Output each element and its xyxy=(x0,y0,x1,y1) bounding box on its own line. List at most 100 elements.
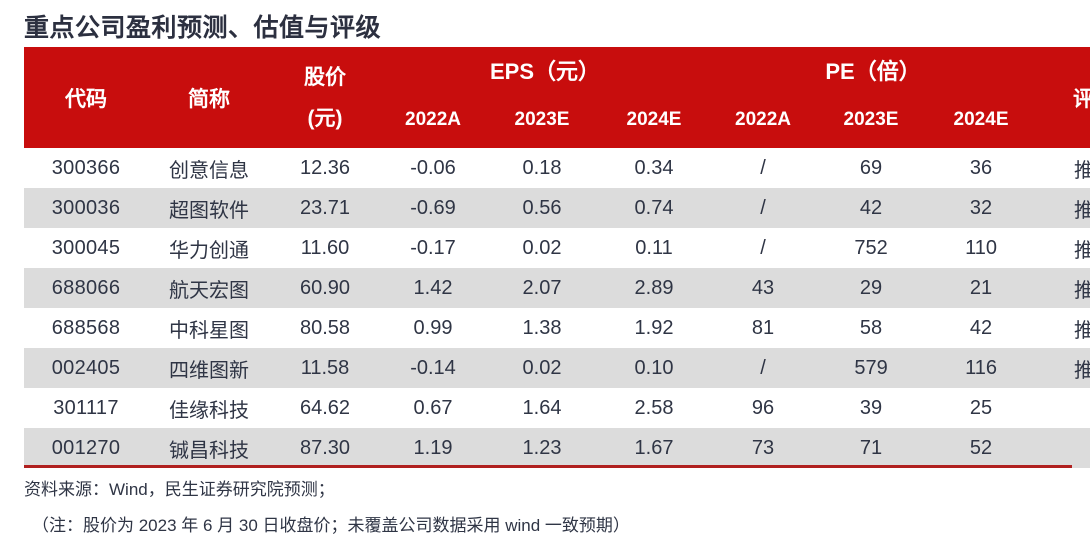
cell-pe-2023e: 58 xyxy=(816,308,927,348)
cell-price: 64.62 xyxy=(270,388,380,428)
cell-pe-2024e: 25 xyxy=(926,388,1037,428)
cell-price: 12.36 xyxy=(270,148,380,188)
header-row-sub: 2022A 2023E 2024E 2022A 2023E 2024E xyxy=(24,92,1090,148)
cell-eps-2022a: 0.67 xyxy=(380,388,486,428)
cell-rating: 推荐 xyxy=(1036,148,1090,188)
col-group-header-pe: PE（倍） xyxy=(710,47,1037,92)
table-bottom-rule xyxy=(24,465,1072,468)
table-body: 300366创意信息12.36-0.060.180.34/6936推荐30003… xyxy=(24,148,1090,468)
col-header-price-line2: (元) xyxy=(307,106,343,130)
col-header-pe-2023e[interactable]: 2023E xyxy=(816,92,927,148)
cell-eps-2022a: -0.17 xyxy=(380,228,486,268)
col-header-name[interactable]: 简称 xyxy=(148,47,270,148)
cell-eps-2023e: 1.23 xyxy=(486,428,598,468)
col-header-eps-2022a[interactable]: 2022A xyxy=(380,92,486,148)
cell-code: 002405 xyxy=(24,348,148,388)
cell-eps-2023e: 0.56 xyxy=(486,188,598,228)
cell-name: 华力创通 xyxy=(148,228,270,268)
cell-pe-2023e: 579 xyxy=(816,348,927,388)
col-header-eps-2024e[interactable]: 2024E xyxy=(598,92,711,148)
cell-pe-2024e: 32 xyxy=(926,188,1037,228)
cell-eps-2024e: 0.34 xyxy=(598,148,711,188)
cell-pe-2022a: / xyxy=(710,148,817,188)
cell-pe-2022a: / xyxy=(710,188,817,228)
col-header-rating[interactable]: 评级 xyxy=(1036,47,1090,148)
cell-pe-2022a: / xyxy=(710,228,817,268)
forecast-table: 代码 简称 股价 (元) EPS（元） PE（倍） 评级 2022A 2023E xyxy=(24,47,1090,468)
cell-rating: 推荐 xyxy=(1036,228,1090,268)
cell-eps-2023e: 0.02 xyxy=(486,228,598,268)
col-header-pe-2024e[interactable]: 2024E xyxy=(926,92,1037,148)
cell-rating: 推荐 xyxy=(1036,188,1090,228)
cell-rating: - xyxy=(1036,388,1090,428)
col-header-code[interactable]: 代码 xyxy=(24,47,148,148)
cell-eps-2022a: 1.19 xyxy=(380,428,486,468)
cell-pe-2024e: 42 xyxy=(926,308,1037,348)
cell-pe-2024e: 36 xyxy=(926,148,1037,188)
cell-pe-2023e: 39 xyxy=(816,388,927,428)
cell-eps-2024e: 0.74 xyxy=(598,188,711,228)
cell-name: 中科星图 xyxy=(148,308,270,348)
cell-code: 300045 xyxy=(24,228,148,268)
cell-rating: 推荐 xyxy=(1036,348,1090,388)
cell-pe-2022a: 96 xyxy=(710,388,817,428)
col-header-pe-2022a[interactable]: 2022A xyxy=(710,92,817,148)
cell-eps-2024e: 1.67 xyxy=(598,428,711,468)
cell-code: 001270 xyxy=(24,428,148,468)
table-header: 代码 简称 股价 (元) EPS（元） PE（倍） 评级 2022A 2023E xyxy=(24,47,1090,148)
cell-price: 11.58 xyxy=(270,348,380,388)
cell-name: 航天宏图 xyxy=(148,268,270,308)
source-note: 资料来源：Wind，民生证券研究院预测； xyxy=(24,480,335,499)
page-title: 重点公司盈利预测、估值与评级 xyxy=(24,14,382,42)
cell-eps-2024e: 1.92 xyxy=(598,308,711,348)
cell-pe-2023e: 69 xyxy=(816,148,927,188)
remark-note: （注：股价为 2023 年 6 月 30 日收盘价；未覆盖公司数据采用 wind… xyxy=(32,516,630,535)
cell-code: 301117 xyxy=(24,388,148,428)
col-header-price[interactable]: 股价 (元) xyxy=(270,47,380,148)
cell-eps-2024e: 0.11 xyxy=(598,228,711,268)
cell-pe-2024e: 21 xyxy=(926,268,1037,308)
cell-eps-2023e: 0.18 xyxy=(486,148,598,188)
cell-price: 87.30 xyxy=(270,428,380,468)
cell-rating: 推荐 xyxy=(1036,268,1090,308)
cell-name: 四维图新 xyxy=(148,348,270,388)
header-row-group: 代码 简称 股价 (元) EPS（元） PE（倍） 评级 xyxy=(24,47,1090,148)
cell-price: 11.60 xyxy=(270,228,380,268)
cell-pe-2023e: 29 xyxy=(816,268,927,308)
col-header-eps-2023e[interactable]: 2023E xyxy=(486,92,598,148)
cell-eps-2022a: 0.99 xyxy=(380,308,486,348)
cell-pe-2022a: 73 xyxy=(710,428,817,468)
cell-code: 688066 xyxy=(24,268,148,308)
cell-eps-2022a: -0.69 xyxy=(380,188,486,228)
cell-pe-2022a: 81 xyxy=(710,308,817,348)
cell-eps-2024e: 2.89 xyxy=(598,268,711,308)
cell-eps-2023e: 2.07 xyxy=(486,268,598,308)
col-group-header-eps: EPS（元） xyxy=(380,47,711,92)
cell-pe-2022a: 43 xyxy=(710,268,817,308)
cell-pe-2024e: 52 xyxy=(926,428,1037,468)
cell-pe-2024e: 116 xyxy=(926,348,1037,388)
cell-name: 创意信息 xyxy=(148,148,270,188)
cell-eps-2023e: 0.02 xyxy=(486,348,598,388)
cell-rating: 推荐 xyxy=(1036,308,1090,348)
cell-name: 佳缘科技 xyxy=(148,388,270,428)
forecast-table-container: 代码 简称 股价 (元) EPS（元） PE（倍） 评级 2022A 2023E xyxy=(24,47,1090,468)
cell-pe-2023e: 71 xyxy=(816,428,927,468)
cell-price: 80.58 xyxy=(270,308,380,348)
cell-rating: - xyxy=(1036,428,1090,468)
cell-eps-2024e: 0.10 xyxy=(598,348,711,388)
cell-pe-2022a: / xyxy=(710,348,817,388)
cell-code: 300036 xyxy=(24,188,148,228)
cell-eps-2023e: 1.64 xyxy=(486,388,598,428)
cell-name: 铖昌科技 xyxy=(148,428,270,468)
cell-price: 23.71 xyxy=(270,188,380,228)
